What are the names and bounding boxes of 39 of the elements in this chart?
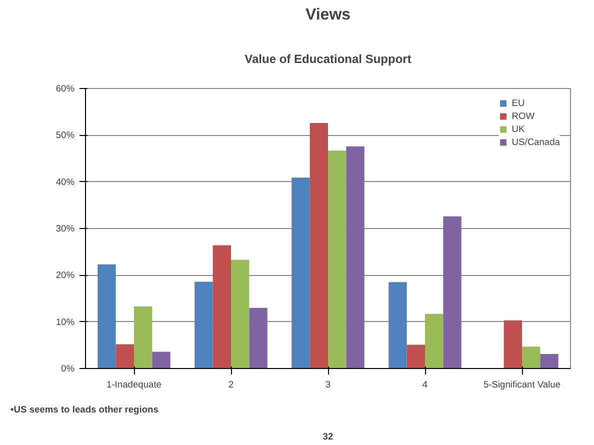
legend-label: UK [512,124,526,134]
bar [328,150,346,368]
bar [310,123,328,368]
chart-subtitle: Value of Educational Support [244,52,412,66]
y-tick-label: 0% [61,364,74,374]
y-tick-label: 20% [56,270,74,280]
y-tick-label: 30% [56,224,74,234]
y-tick-label: 10% [56,316,74,327]
y-tick-label: 50% [56,130,74,140]
y-tick-label: 40% [56,176,74,187]
bar [152,352,170,368]
bar [406,344,425,368]
bar [231,260,250,368]
chart-title: Views [305,6,351,24]
bar [134,306,152,368]
x-tick-label: 1-Inadequate [106,380,162,390]
bar [388,282,407,368]
y-tick-label: 60% [56,84,74,94]
bar [443,216,462,368]
bar [292,178,310,368]
bar [425,314,444,368]
bar [194,282,213,368]
legend-label: US/Canada [512,137,560,147]
bar [249,308,268,368]
bar [212,245,231,368]
text: •US seems to leads other regions [10,404,158,414]
legend-label: ROW [512,111,535,121]
bar [504,320,522,368]
legend-label: EU [512,98,526,108]
x-tick-label: 4 [422,380,428,390]
bar [116,344,134,368]
x-tick-label: 3 [325,380,331,390]
bar [522,346,540,368]
x-tick-label: 2 [228,380,234,390]
bar [346,146,364,368]
text: 32 [322,432,334,442]
bar [540,354,558,368]
x-tick-label: 5-Significant Value [483,380,561,390]
bar [98,264,116,368]
